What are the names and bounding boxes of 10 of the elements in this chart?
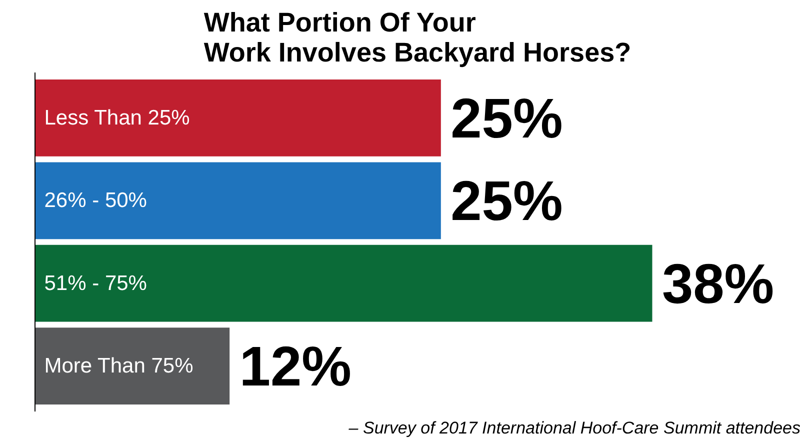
y-tick-label: 26% - 50% [44,189,147,212]
data-label: 12% [239,334,352,398]
data-label: 25% [450,169,563,232]
y-tick-label: 51% - 75% [44,272,147,295]
y-tick-label: More Than 75% [44,354,194,378]
y-tick-label: Less Than 25% [44,106,190,130]
data-label: 38% [662,252,774,315]
text: – Survey of 2017 International Hoof-Care Summit attendees [348,418,800,438]
chart-title: What Portion Of Your Work Involves Backyard Horses? [204,8,632,68]
data-label: 25% [450,86,563,150]
